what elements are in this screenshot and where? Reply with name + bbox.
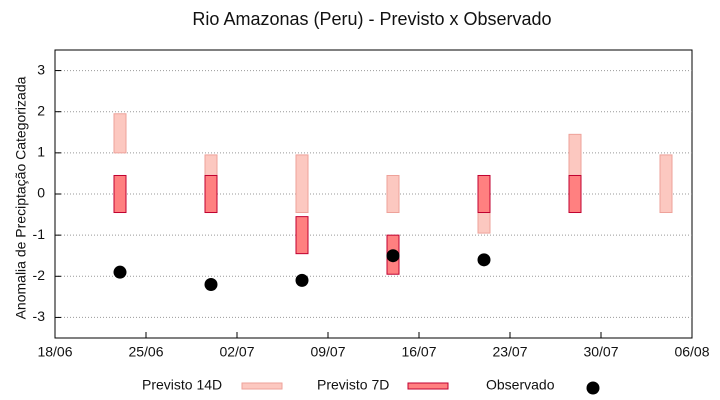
range-bar bbox=[295, 154, 309, 214]
range-bar bbox=[113, 174, 127, 214]
x-tick-label: 23/07 bbox=[492, 344, 527, 360]
x-tick-label: 30/07 bbox=[583, 344, 618, 360]
x-tick-label: 02/07 bbox=[219, 344, 254, 360]
y-tick-label: 1 bbox=[37, 144, 45, 160]
range-bar bbox=[477, 174, 491, 214]
y-tick-label: -3 bbox=[33, 308, 46, 324]
x-tick-label: 25/06 bbox=[128, 344, 163, 360]
x-tick-label: 09/07 bbox=[310, 344, 345, 360]
x-tick-label: 06/08 bbox=[674, 344, 709, 360]
range-bar bbox=[295, 216, 309, 255]
observed-point bbox=[204, 278, 218, 292]
legend-label: Previsto 7D bbox=[317, 377, 389, 393]
legend-swatch bbox=[407, 382, 449, 390]
observed-point bbox=[295, 273, 309, 287]
range-bar bbox=[568, 174, 582, 214]
observed-point bbox=[386, 249, 400, 263]
range-bar bbox=[568, 133, 582, 176]
x-tick-label: 16/07 bbox=[401, 344, 436, 360]
chart-title: Rio Amazonas (Peru) - Previsto x Observa… bbox=[192, 9, 551, 29]
range-bar bbox=[204, 174, 218, 214]
y-tick-label: 3 bbox=[37, 61, 45, 77]
y-axis-label: Anomalia de Preciptação Categorizada bbox=[13, 76, 29, 319]
x-tick-label: 18/06 bbox=[37, 344, 72, 360]
legend-label: Observado bbox=[486, 377, 555, 393]
observed-point bbox=[113, 265, 127, 279]
y-tick-label: 0 bbox=[37, 185, 45, 201]
y-tick-label: -1 bbox=[33, 226, 46, 242]
range-bar bbox=[659, 154, 673, 214]
range-bar bbox=[386, 174, 400, 214]
legend-swatch bbox=[586, 381, 600, 395]
legend-label: Previsto 14D bbox=[142, 377, 222, 393]
observed-point bbox=[477, 253, 491, 267]
legend-swatch bbox=[241, 382, 283, 390]
y-tick-label: 2 bbox=[37, 102, 45, 118]
y-tick-label: -2 bbox=[33, 267, 46, 283]
range-bar bbox=[113, 113, 127, 154]
